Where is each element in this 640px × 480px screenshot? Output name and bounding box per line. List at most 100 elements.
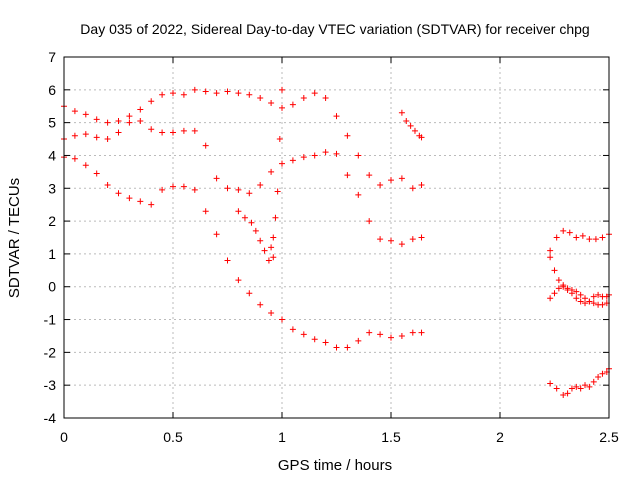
data-point (279, 104, 285, 111)
y-tick-label: 6 (48, 82, 56, 98)
data-point (344, 132, 351, 139)
data-point (355, 191, 362, 198)
data-point (322, 339, 329, 346)
data-point (82, 111, 89, 118)
data-point (551, 290, 558, 297)
data-point (170, 183, 176, 190)
data-point (311, 152, 318, 159)
data-point (579, 232, 586, 239)
data-point (289, 157, 296, 164)
data-point (180, 91, 187, 98)
data-point (388, 177, 394, 184)
data-point (586, 298, 593, 305)
x-tick-label: 0.5 (163, 429, 183, 445)
data-point (322, 95, 329, 102)
data-point (599, 370, 606, 377)
data-point (547, 295, 554, 302)
data-point (409, 185, 416, 192)
data-point (573, 295, 580, 302)
data-point (577, 298, 584, 305)
data-point (590, 293, 597, 300)
data-point (115, 190, 122, 197)
x-tick-label: 2.5 (599, 429, 619, 445)
data-point (344, 344, 351, 351)
data-point (366, 218, 373, 225)
data-point (590, 378, 597, 385)
data-point (265, 257, 272, 264)
data-point (257, 237, 264, 244)
data-point (355, 337, 362, 344)
data-point (115, 129, 122, 136)
data-point (270, 234, 277, 241)
series-fragment-3 (398, 109, 425, 141)
data-point (586, 383, 593, 390)
data-point (595, 373, 602, 380)
y-tick-labels: -4 -3 -2 -1 0 1 2 3 4 5 6 7 (44, 49, 57, 426)
data-point (398, 109, 405, 116)
data-point (248, 219, 255, 226)
data-point (235, 208, 242, 215)
data-point (564, 285, 571, 292)
data-point (104, 136, 111, 143)
x-tick-label: 1.5 (381, 429, 401, 445)
data-point (388, 334, 394, 341)
data-point (261, 247, 268, 254)
data-point (411, 127, 418, 134)
data-point (246, 190, 253, 197)
data-point (274, 188, 281, 195)
data-point (573, 288, 580, 295)
data-point (333, 113, 340, 120)
data-point (418, 329, 425, 336)
data-point (224, 88, 231, 95)
data-point (592, 236, 599, 243)
data-point (577, 291, 584, 298)
data-point (289, 326, 296, 333)
data-point (159, 129, 166, 136)
data-point (311, 336, 318, 343)
data-point (366, 329, 373, 336)
data-point (159, 91, 166, 98)
y-tick-label: 5 (48, 115, 56, 131)
data-point (568, 287, 575, 294)
data-point (377, 331, 384, 338)
data-point (180, 127, 187, 134)
data-point (409, 236, 416, 243)
data-point (180, 183, 187, 190)
series-track-f (547, 254, 610, 308)
data-point (257, 301, 264, 308)
data-point (573, 234, 580, 241)
data-point (224, 185, 231, 192)
data-point (582, 382, 589, 389)
data-point (235, 186, 242, 193)
data-point (551, 267, 558, 274)
data-point (322, 149, 329, 156)
data-point (126, 119, 133, 126)
data-point (191, 127, 198, 134)
data-point (418, 181, 425, 188)
data-point (268, 99, 275, 106)
data-point (104, 181, 111, 188)
data-point (418, 134, 425, 141)
data-point (257, 181, 264, 188)
data-point (553, 385, 560, 392)
data-point (599, 234, 606, 241)
data-point (566, 229, 573, 236)
data-point (268, 244, 275, 251)
data-point (279, 316, 285, 323)
data-point (276, 136, 283, 143)
data-point (202, 88, 209, 95)
data-point (403, 117, 410, 124)
y-tick-label: 4 (48, 147, 56, 163)
y-tick-label: 3 (48, 180, 56, 196)
data-point (311, 90, 318, 97)
data-point (235, 277, 242, 284)
data-point (555, 285, 562, 292)
data-point (202, 208, 209, 215)
data-point (409, 329, 416, 336)
data-point (148, 98, 155, 105)
data-point (555, 277, 562, 284)
grid-lines (64, 57, 609, 418)
y-tick-label: 7 (48, 49, 56, 65)
chart-title: Day 035 of 2022, Sidereal Day-to-day VTE… (80, 21, 589, 37)
